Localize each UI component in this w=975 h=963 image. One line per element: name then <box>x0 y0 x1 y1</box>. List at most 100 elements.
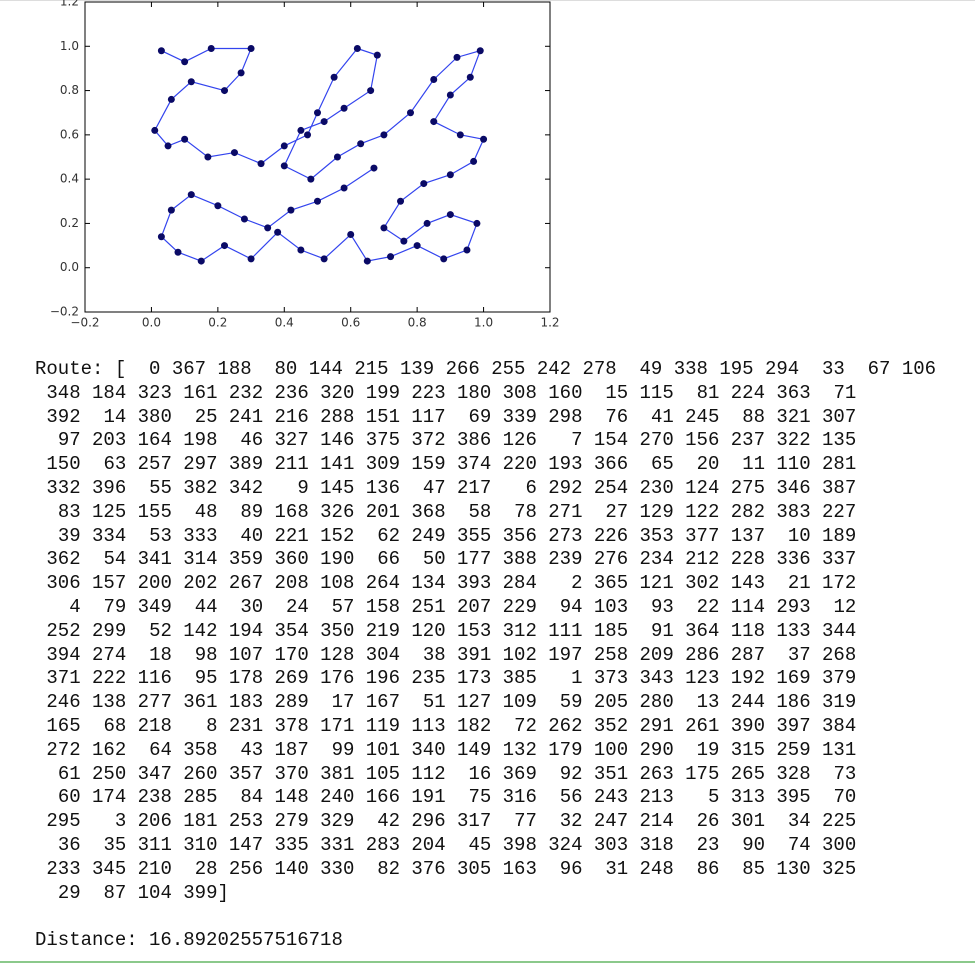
route-index: 16 <box>468 762 492 785</box>
route-index: 282 <box>730 500 765 523</box>
route-point <box>367 87 375 95</box>
cell-border <box>0 961 975 963</box>
route-index: 248 <box>639 857 674 880</box>
route-index: 169 <box>776 667 811 690</box>
route-point <box>397 197 405 205</box>
route-index: 59 <box>559 691 583 714</box>
route-index: 148 <box>274 786 309 809</box>
route-index: 116 <box>137 667 172 690</box>
route-index: 382 <box>183 476 218 499</box>
route-index: 294 <box>764 358 800 380</box>
route-point <box>264 224 272 232</box>
route-index: 32 <box>559 810 583 833</box>
route-index: 370 <box>274 762 309 785</box>
route-index: 276 <box>593 548 629 571</box>
route-point <box>373 51 381 59</box>
route-index: 79 <box>103 595 127 618</box>
route-index: 206 <box>137 810 172 833</box>
route-index: 292 <box>548 476 583 499</box>
route-close: ] <box>217 881 229 904</box>
route-index: 208 <box>274 572 309 595</box>
route-index: 230 <box>639 476 674 499</box>
route-index: 264 <box>365 572 400 595</box>
route-index: 339 <box>502 405 537 428</box>
route-point <box>167 206 175 214</box>
printed-output: Route: [ 0 367 188 80 144 215 139 266 25… <box>35 358 936 953</box>
route-index: 267 <box>228 572 264 595</box>
route-index: 14 <box>103 405 127 428</box>
route-index: 340 <box>411 738 446 761</box>
route-index: 135 <box>822 429 857 452</box>
route-index: 139 <box>399 358 435 380</box>
route-index: 274 <box>92 643 127 666</box>
route-index: 311 <box>137 833 172 856</box>
route-index: 215 <box>354 358 389 380</box>
route-point <box>446 171 454 179</box>
route-index: 109 <box>502 691 537 714</box>
route-index: 193 <box>548 453 583 476</box>
route-index: 114 <box>730 595 765 618</box>
route-index: 346 <box>776 476 811 499</box>
route-index: 258 <box>593 643 629 666</box>
x-tick-label: 1.2 <box>540 316 559 330</box>
route-index: 389 <box>228 453 264 476</box>
route-index: 326 <box>320 500 355 523</box>
route-index: 180 <box>457 381 492 404</box>
route-point <box>446 211 454 219</box>
route-index: 349 <box>137 595 172 618</box>
route-index: 318 <box>639 833 674 856</box>
route-point <box>353 45 361 52</box>
route-index: 223 <box>411 381 446 404</box>
route-index: 212 <box>685 548 720 571</box>
route-index: 338 <box>673 358 708 380</box>
route-index: 342 <box>228 476 264 499</box>
route-point <box>320 255 328 263</box>
route-index: 343 <box>639 667 674 690</box>
route-index: 6 <box>525 476 537 499</box>
route-index: 104 <box>137 881 172 904</box>
route-point <box>423 219 431 227</box>
route-index: 81 <box>696 381 720 404</box>
route-index: 67 <box>867 358 891 380</box>
route-index: 307 <box>822 405 857 428</box>
route-index: 36 <box>57 833 81 856</box>
route-index: 9 <box>297 476 309 499</box>
route-index: 166 <box>365 786 400 809</box>
route-index: 356 <box>502 524 537 547</box>
route-index: 131 <box>822 738 857 761</box>
route-index: 128 <box>320 643 355 666</box>
route-point <box>181 58 189 66</box>
route-index: 196 <box>365 667 400 690</box>
route-index: 49 <box>639 358 663 380</box>
y-tick-label: −0.2 <box>50 305 79 319</box>
route-index: 83 <box>57 500 81 523</box>
route-index: 232 <box>228 381 264 404</box>
route-index: 378 <box>274 714 309 737</box>
route-index: 121 <box>639 572 674 595</box>
route-index: 172 <box>822 572 857 595</box>
route-index: 127 <box>457 691 492 714</box>
route-index: 320 <box>320 381 355 404</box>
route-index: 374 <box>457 453 492 476</box>
route-index: 229 <box>502 595 537 618</box>
route-index: 8 <box>206 714 218 737</box>
route-index: 64 <box>149 738 172 761</box>
route-index: 381 <box>320 762 355 785</box>
route-index: 200 <box>137 572 172 595</box>
route-point <box>230 149 238 157</box>
route-index: 286 <box>685 643 720 666</box>
route-index: 280 <box>639 691 674 714</box>
route-index: 44 <box>194 595 218 618</box>
route-point <box>400 237 408 245</box>
route-index: 227 <box>822 500 857 523</box>
route-point <box>157 233 165 241</box>
route-index: 66 <box>377 548 400 571</box>
route-point <box>287 206 295 214</box>
route-index: 360 <box>274 548 309 571</box>
route-point <box>430 118 438 126</box>
y-tick-label: 0.2 <box>60 216 79 230</box>
route-index: 106 <box>901 358 937 380</box>
route-index: 95 <box>194 667 218 690</box>
route-index: 90 <box>742 833 765 856</box>
route-point <box>407 109 414 117</box>
